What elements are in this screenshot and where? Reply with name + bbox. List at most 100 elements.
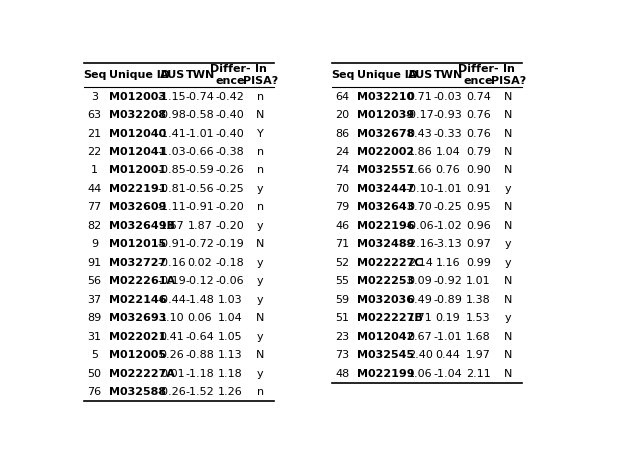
Text: 46: 46 [335, 221, 350, 231]
Text: 1.87: 1.87 [188, 221, 212, 231]
Text: y: y [257, 221, 264, 231]
Text: M022021: M022021 [109, 332, 166, 342]
Text: 55: 55 [335, 276, 350, 286]
Text: N: N [504, 369, 512, 379]
Text: M012005: M012005 [109, 350, 166, 360]
Text: M032609: M032609 [109, 203, 166, 212]
Text: Differ-
ence: Differ- ence [210, 64, 250, 86]
Text: 0.76: 0.76 [466, 129, 491, 138]
Text: 74: 74 [335, 165, 350, 176]
Text: N: N [256, 350, 265, 360]
Text: M032545: M032545 [357, 350, 413, 360]
Text: 5: 5 [91, 350, 98, 360]
Text: 22: 22 [88, 147, 102, 157]
Text: N: N [504, 129, 512, 138]
Text: -1.01: -1.01 [434, 184, 462, 194]
Text: Differ-
ence: Differ- ence [458, 64, 498, 86]
Text: M032210: M032210 [357, 91, 413, 102]
Text: M022227C: M022227C [357, 258, 422, 268]
Text: 2.11: 2.11 [466, 369, 491, 379]
Text: N: N [504, 165, 512, 176]
Text: y: y [257, 276, 264, 286]
Text: 77: 77 [88, 203, 102, 212]
Text: M032036: M032036 [357, 295, 413, 305]
Text: -0.20: -0.20 [216, 221, 245, 231]
Text: 1.97: 1.97 [466, 350, 491, 360]
Text: 20: 20 [335, 110, 350, 120]
Text: 1.16: 1.16 [436, 258, 460, 268]
Text: -1.48: -1.48 [185, 295, 215, 305]
Text: -0.25: -0.25 [434, 203, 463, 212]
Text: -0.59: -0.59 [185, 165, 214, 176]
Text: M012015: M012015 [109, 239, 166, 250]
Text: -0.85: -0.85 [158, 165, 187, 176]
Text: N: N [504, 91, 512, 102]
Text: -0.17: -0.17 [406, 110, 435, 120]
Text: 1.68: 1.68 [466, 332, 491, 342]
Text: -0.89: -0.89 [434, 295, 463, 305]
Text: N: N [504, 221, 512, 231]
Text: 0.49: 0.49 [408, 295, 433, 305]
Text: n: n [257, 387, 264, 397]
Text: -2.16: -2.16 [406, 239, 435, 250]
Text: 0.97: 0.97 [466, 239, 491, 250]
Text: y: y [257, 184, 264, 194]
Text: -0.06: -0.06 [216, 276, 245, 286]
Text: 0.19: 0.19 [436, 313, 460, 323]
Text: Seq: Seq [83, 70, 106, 80]
Text: N: N [504, 350, 512, 360]
Text: y: y [505, 184, 512, 194]
Text: 0.26: 0.26 [160, 350, 185, 360]
Text: 89: 89 [88, 313, 102, 323]
Text: 0.41: 0.41 [160, 332, 185, 342]
Text: M032489: M032489 [357, 239, 414, 250]
Text: -0.26: -0.26 [158, 387, 187, 397]
Text: 37: 37 [88, 295, 102, 305]
Text: N: N [504, 332, 512, 342]
Text: -0.20: -0.20 [216, 203, 245, 212]
Text: 76: 76 [88, 387, 102, 397]
Text: -0.03: -0.03 [434, 91, 462, 102]
Text: M022196: M022196 [357, 221, 414, 231]
Text: -0.18: -0.18 [216, 258, 245, 268]
Text: -0.74: -0.74 [185, 91, 215, 102]
Text: 86: 86 [335, 129, 350, 138]
Text: M032557: M032557 [357, 165, 413, 176]
Text: 0.96: 0.96 [466, 221, 491, 231]
Text: n: n [257, 203, 264, 212]
Text: -0.25: -0.25 [216, 184, 245, 194]
Text: 1.53: 1.53 [466, 313, 491, 323]
Text: n: n [257, 165, 264, 176]
Text: M012040: M012040 [109, 129, 166, 138]
Text: -0.40: -0.40 [216, 129, 245, 138]
Text: 59: 59 [335, 295, 350, 305]
Text: -0.12: -0.12 [185, 276, 214, 286]
Text: -0.33: -0.33 [434, 129, 462, 138]
Text: -0.98: -0.98 [158, 110, 187, 120]
Text: 1.86: 1.86 [408, 147, 433, 157]
Text: -0.40: -0.40 [216, 110, 245, 120]
Text: TWN: TWN [185, 70, 215, 80]
Text: 0.67: 0.67 [408, 332, 433, 342]
Text: 64: 64 [335, 91, 350, 102]
Text: N: N [504, 110, 512, 120]
Text: 1.26: 1.26 [218, 387, 243, 397]
Text: 71: 71 [335, 239, 350, 250]
Text: -0.93: -0.93 [434, 110, 463, 120]
Text: 91: 91 [88, 258, 102, 268]
Text: -1.03: -1.03 [158, 147, 187, 157]
Text: 1.01: 1.01 [466, 276, 491, 286]
Text: 79: 79 [335, 203, 350, 212]
Text: 56: 56 [88, 276, 102, 286]
Text: M012041: M012041 [109, 147, 166, 157]
Text: TWN: TWN [433, 70, 463, 80]
Text: In
PISA?: In PISA? [243, 64, 278, 86]
Text: Y: Y [257, 129, 264, 138]
Text: 48: 48 [335, 369, 350, 379]
Text: 70: 70 [335, 184, 350, 194]
Text: -1.02: -1.02 [434, 221, 463, 231]
Text: Seq: Seq [331, 70, 354, 80]
Text: 0.06: 0.06 [188, 313, 212, 323]
Text: M032693: M032693 [109, 313, 166, 323]
Text: 73: 73 [335, 350, 350, 360]
